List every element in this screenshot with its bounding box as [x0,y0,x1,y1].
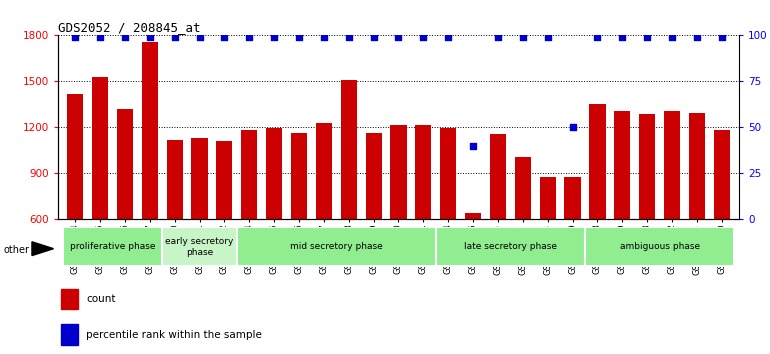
Bar [162,227,237,267]
Point [715,34,728,40]
Bar [241,130,257,219]
Point [641,34,653,40]
Bar [714,130,730,219]
Bar [61,324,78,345]
Point [591,34,604,40]
Point [467,143,479,149]
Point [517,34,529,40]
Point [268,34,280,40]
Bar [366,133,382,219]
Text: late secretory phase: late secretory phase [464,242,557,251]
Point [442,34,454,40]
Point [393,34,405,40]
Text: count: count [86,294,115,304]
Text: proliferative phase: proliferative phase [70,242,156,251]
Bar [664,110,680,219]
Point [69,34,82,40]
Point [243,34,256,40]
Bar [440,128,457,219]
Bar [291,133,307,219]
Bar [266,128,283,219]
Text: ambiguous phase: ambiguous phase [620,242,700,251]
Point [169,34,181,40]
Bar [465,213,481,219]
Point [492,34,504,40]
Point [367,34,380,40]
Point [616,34,628,40]
Bar [514,156,531,219]
Point [193,34,206,40]
Bar [490,133,506,219]
Bar [540,177,556,219]
Text: GDS2052 / 208845_at: GDS2052 / 208845_at [58,21,200,34]
Bar [117,109,133,219]
Bar [192,138,208,219]
Bar [585,227,735,267]
Bar [639,114,655,219]
Point [567,125,579,130]
Bar [62,227,162,267]
Bar [689,113,705,219]
Bar [316,123,332,219]
Bar [614,110,631,219]
Point [343,34,355,40]
Bar [564,177,581,219]
Point [119,34,131,40]
Bar [61,289,78,309]
Point [144,34,156,40]
Bar [142,41,158,219]
Point [94,34,106,40]
Point [218,34,230,40]
Text: percentile rank within the sample: percentile rank within the sample [86,330,262,340]
Bar [67,94,83,219]
Polygon shape [32,242,54,256]
Point [318,34,330,40]
Bar [390,125,407,219]
Text: early secretory
phase: early secretory phase [166,237,234,257]
Text: other: other [4,245,30,255]
Point [541,34,554,40]
Bar [216,141,233,219]
Bar [589,104,605,219]
Text: mid secretory phase: mid secretory phase [290,242,383,251]
Point [293,34,305,40]
Bar [237,227,436,267]
Bar [92,77,108,219]
Point [691,34,703,40]
Bar [436,227,585,267]
Bar [340,80,357,219]
Bar [415,125,431,219]
Bar [166,141,182,219]
Point [666,34,678,40]
Point [417,34,430,40]
